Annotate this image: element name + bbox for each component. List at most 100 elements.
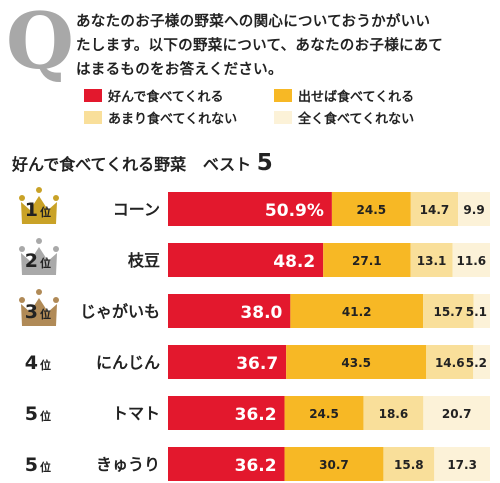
rank-number: 1: [25, 199, 38, 221]
crown-jewel: [36, 187, 42, 193]
category-label: 枝豆: [127, 251, 160, 270]
rank-number: 3: [25, 301, 38, 323]
section-title-text: 好んで食べてくれる野菜: [12, 155, 187, 174]
data-label: 14.6: [435, 356, 465, 370]
question-line-3: はまるものをお答えください。: [76, 62, 283, 78]
category-label: じゃがいも: [80, 302, 160, 321]
bar-segment: [290, 294, 424, 328]
bar-segment: [458, 192, 490, 226]
data-label: 17.3: [447, 458, 477, 472]
bar-segment: [168, 192, 332, 226]
crown-icon: [21, 196, 57, 224]
data-label: 48.2: [273, 252, 315, 272]
data-label: 15.7: [433, 305, 463, 319]
bar-segment: [168, 447, 285, 481]
data-label: 50.9%: [265, 201, 324, 221]
legend-item-like: 好んで食べてくれる: [84, 86, 223, 105]
data-label: 36.2: [235, 456, 277, 476]
legend-label: 出せば食べてくれる: [298, 90, 415, 105]
bar-segment: [284, 396, 364, 430]
bar-segment: [434, 447, 490, 481]
rank-suffix: 位: [40, 358, 51, 372]
data-label: 30.7: [319, 458, 349, 472]
section-title-number: 5: [256, 150, 273, 176]
bar-segment: [410, 243, 453, 277]
question-q-mark: Q: [6, 0, 74, 87]
question-line-2: たします。以下の野菜について、あなたのお子様にあて: [76, 38, 444, 54]
rank-number: 5: [25, 403, 38, 425]
rank-suffix: 位: [40, 307, 51, 321]
crown-jewel: [53, 195, 59, 201]
category-label: コーン: [113, 200, 160, 219]
bar-segment: [284, 447, 384, 481]
data-label: 9.9: [463, 203, 484, 217]
rank-suffix: 位: [40, 409, 51, 423]
question-text: あなたのお子様の野菜への関心についておうかがいい たします。以下の野菜について、…: [76, 10, 491, 82]
crown-jewel: [36, 238, 42, 244]
rank-number: 4: [25, 352, 38, 374]
legend-item-never: 全く食べてくれない: [274, 108, 414, 127]
legend-swatch-light: [84, 111, 102, 124]
crown-jewel: [19, 297, 25, 303]
data-label: 5.2: [466, 356, 487, 370]
data-label: 13.1: [417, 254, 447, 268]
bar-segment: [323, 243, 411, 277]
bar-segment: [286, 345, 427, 379]
section-title: 好んで食べてくれる野菜 ベスト 5: [12, 150, 273, 176]
legend-item-rarely: あまり食べてくれない: [84, 108, 237, 127]
data-label: 38.0: [240, 303, 282, 323]
legend-swatch-pale: [274, 111, 292, 124]
bar-segment: [473, 294, 490, 328]
legend-swatch-red: [84, 89, 102, 102]
data-label: 27.1: [352, 254, 382, 268]
bar-segment: [423, 396, 490, 430]
crown-icon: [21, 298, 57, 326]
data-label: 36.7: [236, 354, 278, 374]
data-label: 11.6: [457, 254, 487, 268]
bar-segment: [423, 294, 474, 328]
bar-segment: [473, 345, 490, 379]
crown-icon: [21, 247, 57, 275]
bar-segment: [426, 345, 474, 379]
legend-item-eat-if-served: 出せば食べてくれる: [274, 86, 414, 105]
data-label: 14.7: [420, 203, 450, 217]
data-label: 20.7: [442, 407, 472, 421]
data-label: 24.5: [357, 203, 387, 217]
bar-segment: [331, 192, 411, 226]
data-label: 5.1: [466, 305, 487, 319]
legend-label: 好んで食べてくれる: [108, 90, 224, 105]
bar-segment: [168, 243, 324, 277]
legend-swatch-orange: [274, 89, 292, 102]
rank-suffix: 位: [40, 256, 51, 270]
rank-suffix: 位: [40, 460, 51, 474]
data-label: 41.2: [342, 305, 372, 319]
crown-jewel: [19, 246, 25, 252]
data-label: 43.5: [341, 356, 371, 370]
rank-number: 2: [25, 250, 38, 272]
data-label: 24.5: [309, 407, 339, 421]
crown-jewel: [53, 297, 59, 303]
rank-number: 5: [25, 454, 38, 476]
bar-segment: [410, 192, 459, 226]
bar-segment: [383, 447, 435, 481]
data-label: 18.6: [379, 407, 409, 421]
category-label: にんじん: [96, 353, 160, 372]
category-label: トマト: [112, 404, 160, 423]
section-title-best: ベスト: [202, 155, 252, 174]
bar-segment: [168, 396, 285, 430]
crown-jewel: [53, 246, 59, 252]
bar-segment: [363, 396, 424, 430]
category-label: きゅうり: [96, 455, 160, 474]
data-label: 36.2: [235, 405, 277, 425]
legend-label: あまり食べてくれない: [108, 112, 238, 127]
legend-label: 全く食べてくれない: [298, 112, 415, 127]
rank-suffix: 位: [40, 205, 51, 219]
bar-segment: [168, 345, 287, 379]
crown-jewel: [19, 195, 25, 201]
crown-jewel: [36, 289, 42, 295]
question-line-1: あなたのお子様の野菜への関心についておうかがいい: [76, 14, 431, 30]
bar-segment: [452, 243, 490, 277]
bar-segment: [168, 294, 291, 328]
data-label: 15.8: [394, 458, 424, 472]
